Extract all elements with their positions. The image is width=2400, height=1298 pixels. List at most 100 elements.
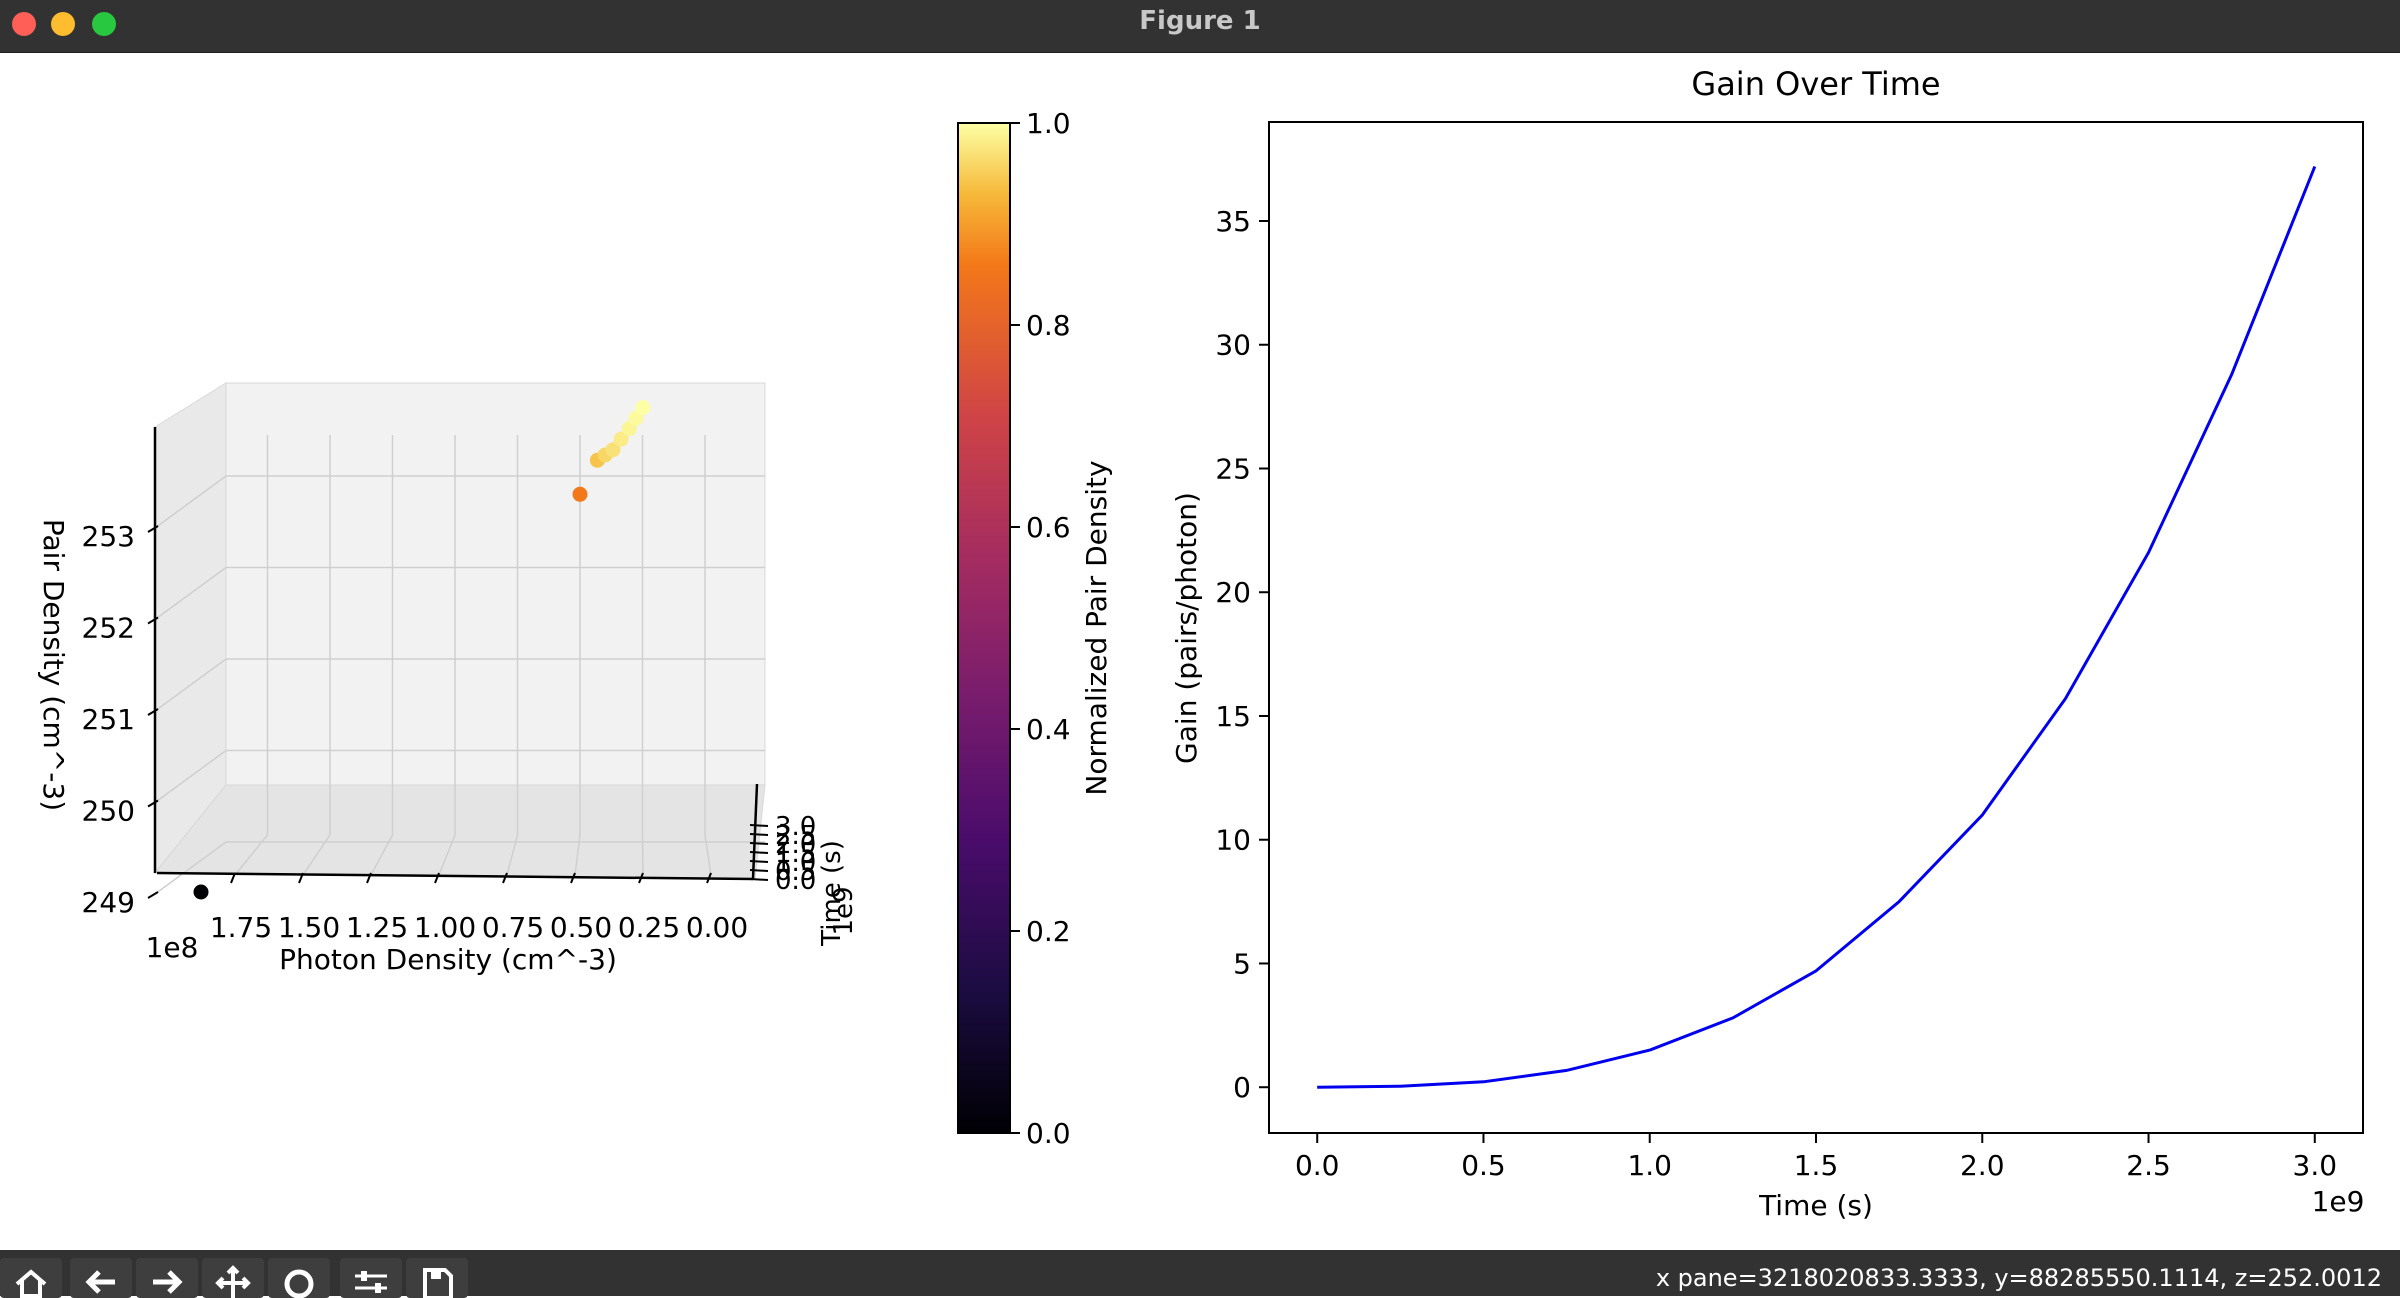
x-tick-mark bbox=[230, 872, 236, 884]
x-tick-label: 0.50 bbox=[550, 911, 612, 944]
colorbar-label: Normalized Pair Density bbox=[1080, 460, 1113, 795]
3d-x-offset-label: 1e8 bbox=[146, 931, 199, 964]
gain-plot-title: Gain Over Time bbox=[1691, 65, 1940, 103]
3d-z-axis-label: Time (s) bbox=[817, 840, 847, 947]
3d-x-axis-label: Photon Density (cm^-3) bbox=[279, 943, 617, 976]
gain-x-offset-label: 1e9 bbox=[2312, 1185, 2365, 1218]
home-button[interactable] bbox=[0, 1258, 62, 1298]
back-pane bbox=[225, 382, 766, 786]
save-button[interactable] bbox=[406, 1258, 468, 1298]
floor-gridline bbox=[302, 834, 331, 876]
floor-gridline bbox=[438, 834, 456, 876]
x-tick-label: 2.0 bbox=[1960, 1149, 2005, 1182]
scatter-point bbox=[193, 884, 209, 900]
x-tick-mark bbox=[706, 872, 712, 884]
z-tick-mark bbox=[749, 860, 769, 863]
arrow-right-icon bbox=[153, 1270, 183, 1294]
scatter-point bbox=[613, 431, 629, 447]
colorbar-tick-label: 0.4 bbox=[1026, 713, 1071, 746]
back-button[interactable] bbox=[70, 1258, 132, 1298]
floor-gridline bbox=[234, 834, 269, 876]
zoom-button[interactable] bbox=[268, 1258, 330, 1298]
z-tick-label: 1.5 bbox=[775, 839, 816, 869]
y-tick-label: 5 bbox=[1233, 947, 1251, 980]
colorbar-ticks: 0.0 0.2 0.4 0.6 0.8 1.0 bbox=[1010, 107, 1071, 1150]
y-tick-label: 253 bbox=[82, 520, 135, 553]
3d-y-axis-label: Pair Density (cm^-3) bbox=[37, 519, 70, 811]
minimize-window-button[interactable] bbox=[51, 12, 75, 36]
colorbar-tick-label: 0.6 bbox=[1026, 511, 1071, 544]
x-tick-label: 2.5 bbox=[2126, 1149, 2171, 1182]
y-tick-label: 30 bbox=[1215, 329, 1251, 362]
z-tick-label: 1.0 bbox=[775, 848, 816, 878]
arrow-left-icon bbox=[85, 1270, 115, 1294]
x-tick-label: 1.5 bbox=[1794, 1149, 1839, 1182]
z-tick-mark bbox=[749, 878, 769, 881]
navigation-toolbar: x pane=3218020833.3333, y=88285550.1114,… bbox=[0, 1250, 2400, 1298]
y-tick-mark bbox=[147, 799, 159, 808]
sliders-icon bbox=[355, 1271, 387, 1293]
3d-scatter-points bbox=[193, 400, 651, 900]
left-pane-gridline bbox=[154, 749, 227, 804]
x-tick-label: 0.5 bbox=[1461, 1149, 1506, 1182]
x-tick-mark bbox=[502, 872, 508, 884]
x-tick-mark bbox=[570, 872, 576, 884]
x-tick-label: 1.00 bbox=[414, 911, 476, 944]
floor-gridline bbox=[370, 834, 394, 876]
x-tick-label: 1.50 bbox=[278, 911, 340, 944]
left-pane-gridline bbox=[154, 475, 227, 529]
y-tick-label: 20 bbox=[1215, 576, 1251, 609]
colorbar-tick-label: 0.0 bbox=[1026, 1117, 1071, 1150]
cursor-coordinates: x pane=3218020833.3333, y=88285550.1114,… bbox=[1655, 1264, 2382, 1292]
y-tick-label: 10 bbox=[1215, 824, 1251, 857]
scatter-point bbox=[572, 486, 588, 502]
z-tick-mark bbox=[749, 869, 769, 872]
window-titlebar: Figure 1 bbox=[0, 0, 2400, 53]
gain-plot-frame bbox=[1268, 121, 2364, 1134]
z-tick-mark bbox=[749, 842, 769, 845]
y-tick-label: 25 bbox=[1215, 452, 1251, 485]
forward-button[interactable] bbox=[136, 1258, 198, 1298]
y-tick-label: 15 bbox=[1215, 700, 1251, 733]
maximize-window-button[interactable] bbox=[92, 12, 116, 36]
gain-x-axis-label: Time (s) bbox=[1758, 1189, 1873, 1222]
x-tick-label: 3.0 bbox=[2293, 1149, 2338, 1182]
configure-subplots-button[interactable] bbox=[340, 1258, 402, 1298]
scatter-point bbox=[635, 400, 651, 416]
gain-plot: Gain Over Time 0.0 0.5 1.0 1.5 2.0 2.5 3.0 0 5 10… bbox=[1170, 65, 2364, 1222]
left-pane-gridline bbox=[154, 658, 227, 712]
3d-tick-marks bbox=[147, 525, 769, 899]
y-tick-label: 35 bbox=[1215, 205, 1251, 238]
floor-gridline bbox=[704, 834, 712, 876]
3d-gridlines bbox=[154, 435, 765, 895]
3d-x-axis-line bbox=[156, 871, 754, 881]
y-tick-mark bbox=[147, 616, 159, 625]
x-tick-mark bbox=[434, 872, 440, 884]
figure-canvas[interactable]: 249 250 251 252 253 1.75 1.50 1.25 1.00 0.75 0.50 0… bbox=[0, 53, 2400, 1250]
floor-gridline bbox=[641, 834, 644, 876]
pan-button[interactable] bbox=[202, 1258, 264, 1298]
y-tick-mark bbox=[147, 525, 159, 533]
3d-z-axis-line bbox=[751, 783, 759, 880]
z-tick-mark bbox=[749, 851, 769, 854]
floor-pane bbox=[153, 784, 766, 880]
x-tick-label: 0.0 bbox=[1295, 1149, 1340, 1182]
z-tick-mark bbox=[749, 824, 769, 827]
3d-z-offset-label: 1e9 bbox=[829, 886, 859, 935]
move-icon bbox=[215, 1265, 251, 1298]
x-tick-label: 1.75 bbox=[210, 911, 272, 944]
x-tick-label: 0.75 bbox=[482, 911, 544, 944]
gain-series-line bbox=[1317, 165, 2317, 1089]
x-tick-label: 0.25 bbox=[618, 911, 680, 944]
x-tick-label: 1.25 bbox=[346, 911, 408, 944]
x-tick-mark bbox=[298, 872, 304, 884]
z-tick-label: 2.0 bbox=[775, 830, 816, 860]
x-tick-label: 0.00 bbox=[686, 911, 748, 944]
x-tick-mark bbox=[638, 872, 644, 884]
left-pane-gridline bbox=[154, 841, 227, 895]
close-window-button[interactable] bbox=[12, 12, 36, 36]
y-tick-label: 250 bbox=[82, 795, 135, 828]
gain-plot-ticks: 0.0 0.5 1.0 1.5 2.0 2.5 3.0 0 5 10 15 20 25 30 35 bbox=[1215, 205, 2337, 1182]
